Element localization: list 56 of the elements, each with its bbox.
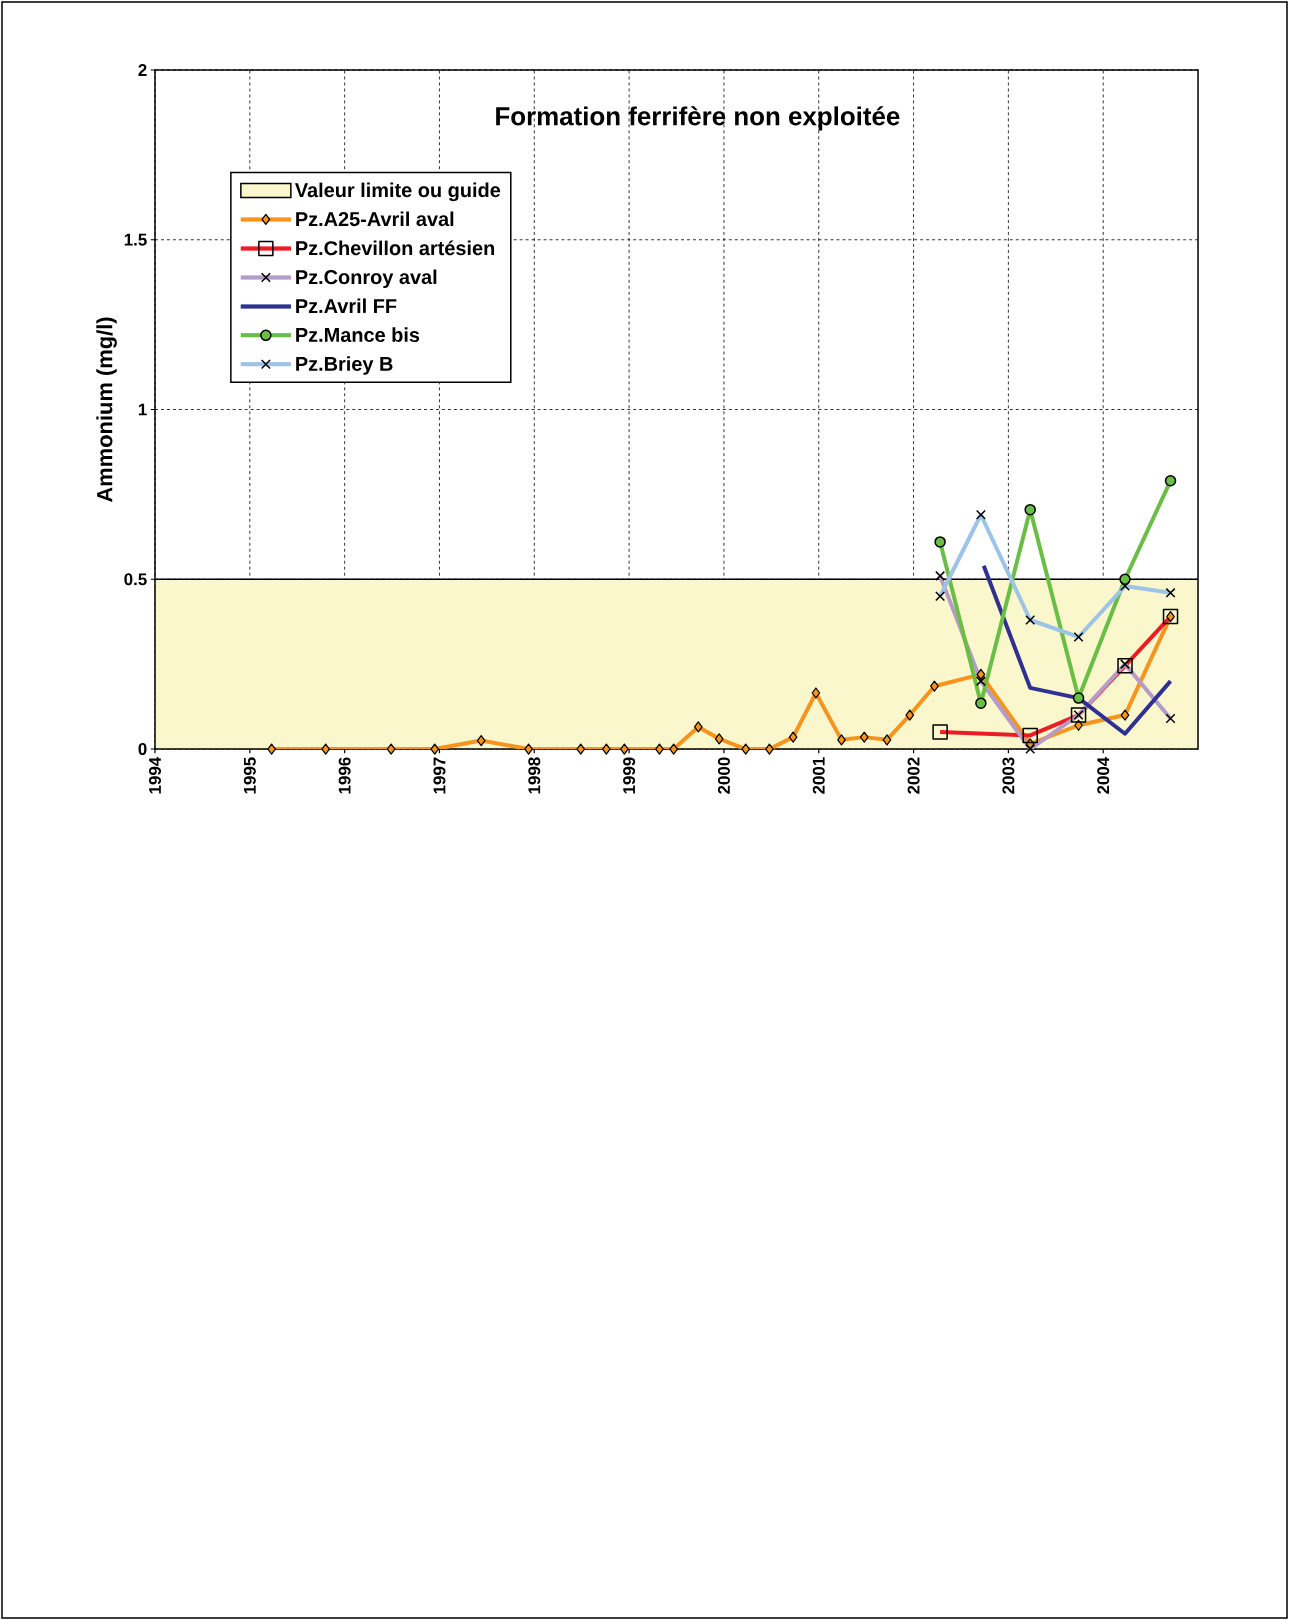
y-tick-label: 1: [138, 403, 147, 416]
legend-label: Pz.Chevillon artésien: [296, 240, 495, 256]
point: [859, 731, 869, 743]
text: Formation ferrifère non exploitée: [496, 106, 900, 131]
point: [975, 697, 987, 709]
point: [837, 734, 846, 746]
point: [693, 721, 703, 733]
x-tick-label: 2001: [812, 757, 825, 794]
legend-label: Pz.A25-Avril aval: [296, 211, 454, 227]
point: [1164, 475, 1177, 487]
legend-label: Pz.Briey B: [296, 356, 393, 375]
point: [476, 734, 486, 747]
point: [1120, 709, 1130, 721]
point: [267, 743, 276, 755]
point: [655, 743, 664, 755]
x-tick-label: 1999: [623, 757, 636, 794]
y-tick-label: 0.5: [124, 573, 147, 586]
legend-label: Pz.Mance bis: [296, 327, 420, 342]
x-tick-label: 2002: [907, 757, 920, 794]
y-axis-title: Ammonium (mg/l): [96, 317, 117, 503]
y-tick-label: 1.5: [124, 233, 147, 246]
point: [1166, 611, 1175, 623]
x-tick-label: 1997: [433, 757, 446, 794]
line-series: [981, 563, 1173, 736]
point: [905, 709, 915, 721]
point: [669, 743, 679, 755]
x-tick-label: 1994: [149, 756, 161, 794]
x-tick-label: 1995: [243, 757, 256, 794]
legend-label: Pz.Conroy aval: [296, 269, 437, 289]
point: [714, 733, 724, 745]
point: [321, 743, 331, 755]
point: [602, 743, 611, 755]
legend-label: Pz.Avril FF: [296, 298, 397, 313]
point: [576, 743, 586, 755]
point: [811, 687, 821, 699]
x-tick-label: 2004: [1097, 756, 1110, 794]
point: [430, 743, 440, 755]
point: [741, 743, 751, 755]
point: [386, 743, 396, 755]
x-tick-label: 2000: [717, 757, 730, 794]
x-tick-label: 2003: [1002, 757, 1015, 794]
point: [1024, 503, 1036, 516]
point: [620, 743, 629, 755]
point: [1072, 692, 1085, 704]
point: [524, 743, 533, 755]
point: [976, 668, 986, 680]
y-tick-label: 0: [138, 743, 147, 756]
point: [882, 734, 892, 746]
legend-label: Valeur limite ou guide: [294, 182, 501, 202]
x-tick-label: 1998: [528, 757, 541, 794]
point: [788, 731, 798, 743]
x-tick-label: 1996: [338, 757, 351, 794]
point: [934, 536, 946, 548]
y-tick-label: 2: [138, 64, 147, 76]
point: [765, 743, 774, 755]
point: [930, 680, 939, 692]
